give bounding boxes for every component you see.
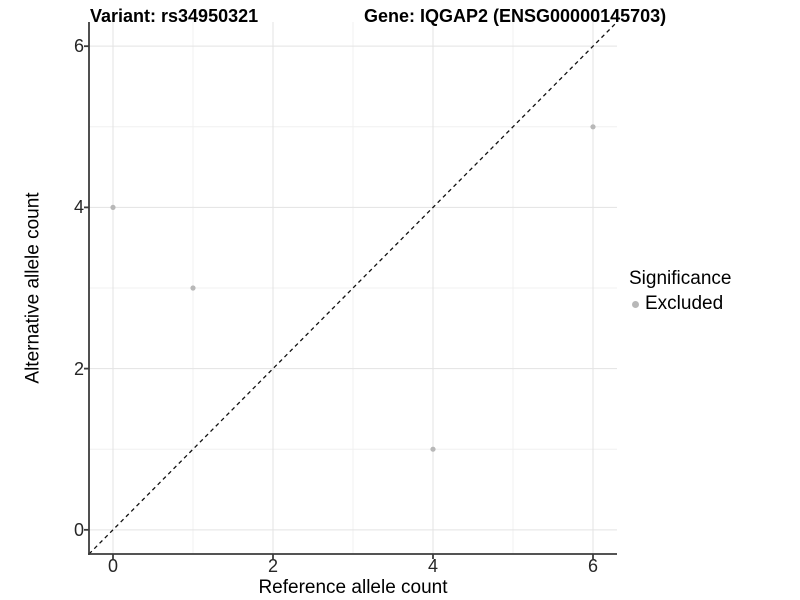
x-axis-title: Reference allele count	[258, 577, 448, 598]
data-point	[590, 124, 596, 130]
x-tick-label: 6	[587, 556, 598, 576]
minor-gridlines	[89, 22, 617, 554]
identity-line	[88, 21, 618, 555]
legend-item-excluded: Excluded	[629, 292, 731, 315]
data-point	[190, 285, 196, 291]
data-points	[110, 124, 596, 452]
data-point	[430, 446, 436, 452]
major-gridlines	[89, 22, 617, 554]
legend: Significance Excluded	[629, 268, 732, 315]
y-axis-title: Alternative allele count	[22, 192, 44, 384]
y-tick-label: 6	[73, 36, 84, 57]
y-tick-label: 0	[73, 519, 84, 540]
legend-item-label: Excluded	[645, 292, 724, 314]
axis-lines	[88, 22, 617, 555]
y-tick-label: 4	[73, 197, 84, 218]
x-tick-label: 2	[267, 556, 278, 576]
axis-ticks	[84, 45, 594, 559]
y-tick-label: 2	[73, 358, 84, 379]
data-point	[110, 204, 116, 210]
legend-point-swatch	[632, 300, 639, 308]
gene-title: Gene: IQGAP2 (ENSG00000145703)	[364, 6, 667, 26]
x-tick-label: 0	[107, 556, 118, 576]
x-tick-label: 4	[427, 556, 438, 576]
variant-title: Variant: rs34950321	[90, 6, 259, 26]
legend-title: Significance	[629, 268, 732, 289]
